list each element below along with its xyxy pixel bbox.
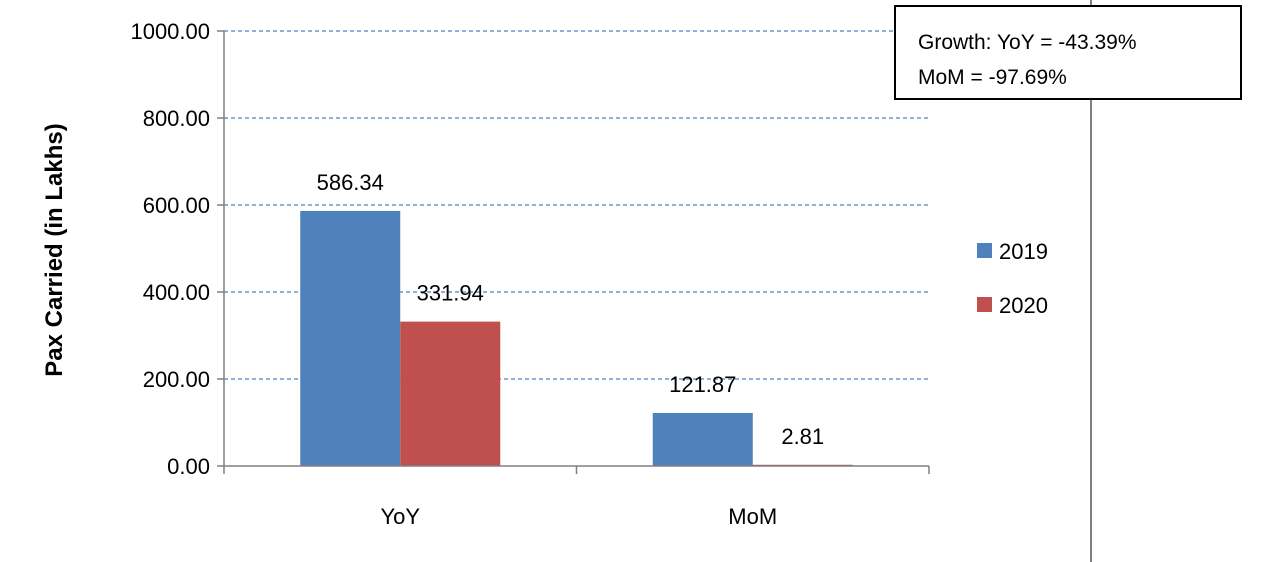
y-tick-label: 1000.00	[130, 19, 210, 44]
y-tick-label: 600.00	[143, 193, 210, 218]
y-tick-label: 800.00	[143, 106, 210, 131]
x-category-label: MoM	[728, 504, 777, 529]
legend-label-2019: 2019	[999, 239, 1048, 264]
y-tick-label: 200.00	[143, 367, 210, 392]
bar-2020-YoY	[400, 321, 501, 466]
legend-swatch-2020	[977, 297, 992, 312]
y-tick-labels: 0.00 200.00 400.00 600.00 800.00 1000.00	[130, 19, 210, 479]
data-label: 331.94	[417, 281, 484, 306]
annotation-line-2: MoM = -97.69%	[918, 66, 1067, 89]
gridlines	[224, 30, 929, 380]
bars	[300, 210, 853, 466]
annotation-line-1: Growth: YoY = -43.39%	[918, 31, 1137, 54]
legend: 2019 2020	[977, 239, 1048, 318]
x-category-labels: YoY MoM	[380, 504, 777, 529]
legend-swatch-2019	[977, 243, 992, 258]
bar-2019-YoY	[300, 210, 401, 466]
legend-label-2020: 2020	[999, 293, 1048, 318]
axes	[217, 30, 930, 474]
data-label: 121.87	[669, 372, 736, 397]
x-category-label: YoY	[380, 504, 420, 529]
data-labels: 586.34 331.94 121.87 2.81	[317, 170, 825, 449]
bar-2019-MoM	[652, 412, 753, 466]
y-tick-label: 400.00	[143, 280, 210, 305]
annotation-box	[894, 5, 1242, 100]
y-axis-title: Pax Carried (in Lakhs)	[41, 123, 68, 376]
data-label: 2.81	[781, 424, 824, 449]
y-tick-label: 0.00	[167, 454, 210, 479]
data-label: 586.34	[317, 170, 384, 195]
growth-annotation: Growth: YoY = -43.39% MoM = -97.69%	[894, 5, 1242, 100]
